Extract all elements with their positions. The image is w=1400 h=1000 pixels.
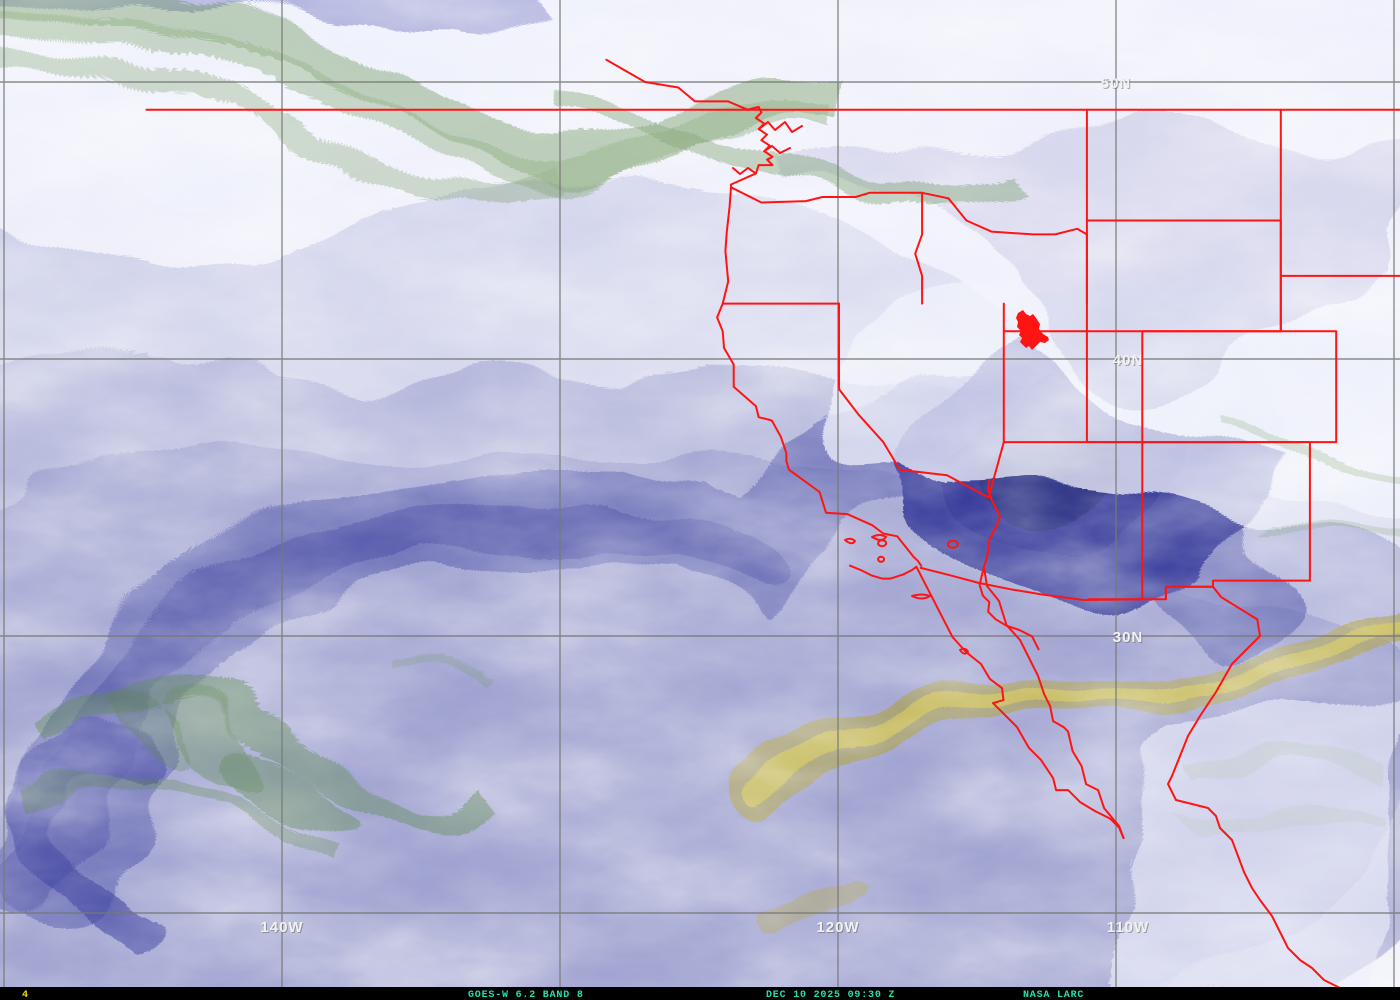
svg-text:50N: 50N bbox=[1101, 75, 1132, 92]
svg-text:110W: 110W bbox=[1107, 919, 1149, 936]
svg-text:140W: 140W bbox=[260, 919, 303, 936]
svg-text:DEC 10 2025 09:30 Z: DEC 10 2025 09:30 Z bbox=[766, 990, 895, 1000]
svg-text:4: 4 bbox=[22, 990, 28, 1000]
svg-text:30N: 30N bbox=[1113, 629, 1144, 646]
svg-text:NASA LARC: NASA LARC bbox=[1023, 990, 1084, 1000]
svg-text:40N: 40N bbox=[1113, 352, 1144, 369]
svg-text:120W: 120W bbox=[816, 919, 859, 936]
svg-text:GOES-W 6.2 BAND 8: GOES-W 6.2 BAND 8 bbox=[468, 990, 584, 1000]
